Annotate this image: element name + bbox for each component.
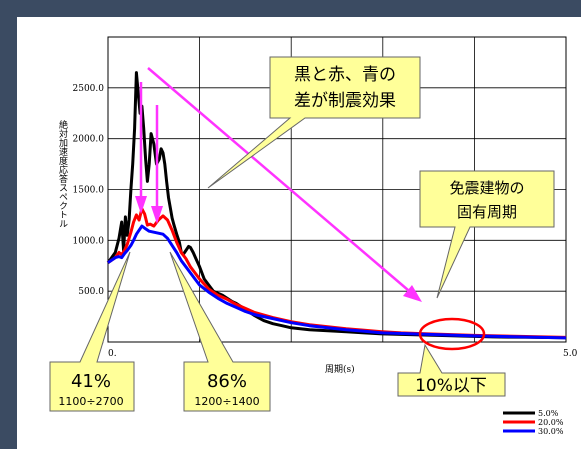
upper-callout: 黒と赤、青の 差が制震効果: [207, 56, 421, 189]
upper-callout-line2: 差が制震効果: [294, 91, 396, 111]
right-callout-line1: 免震建物の: [449, 179, 524, 197]
box-41-main: 41%: [71, 371, 111, 392]
legend-label: 5.0%: [538, 409, 559, 418]
y-tick-label: 2000.0: [73, 135, 105, 145]
box-86: 86% 1200÷1400: [169, 251, 271, 412]
box-10-shape: [397, 343, 506, 397]
y-tick-label: 500.0: [78, 287, 104, 297]
box-10: 10%以下: [397, 343, 506, 397]
box-10-main: 10%以下: [415, 376, 487, 396]
series-lines: [106, 71, 567, 340]
arrow-86-head: [151, 206, 163, 224]
y-tick-label: 1500.0: [73, 186, 105, 196]
right-callout: 免震建物の 固有周期: [419, 170, 555, 299]
right-callout-line2: 固有周期: [457, 203, 517, 221]
period-ellipse: [418, 317, 486, 351]
legend-label: 30.0%: [538, 427, 564, 436]
box-41-sub: 1100÷2700: [58, 395, 123, 408]
y-axis-label: 絶対加速度応答スペクトル: [57, 119, 68, 228]
box-86-main: 86%: [207, 371, 247, 392]
box-41: 41% 1100÷2700: [49, 251, 135, 412]
y-tick-label: 2500.0: [73, 84, 105, 94]
y-tick-label: 1000.0: [73, 236, 105, 246]
upper-callout-shape: [207, 56, 421, 189]
upper-callout-line1: 黒と赤、青の: [294, 65, 396, 85]
right-callout-shape: [419, 170, 555, 299]
arrow-41-head: [135, 196, 147, 214]
x-tick-label-5: 5.0: [563, 349, 578, 359]
box-41-shape: [49, 251, 135, 412]
legend-label: 20.0%: [538, 418, 564, 427]
x-tick-label-0: 0.: [108, 349, 117, 359]
arrow-diagonal-line: [147, 67, 409, 291]
arrow-diagonal-head: [403, 285, 422, 302]
annotation-arrows: [135, 67, 422, 302]
series-line-30.0%: [107, 224, 567, 340]
x-axis-label: 周期(s): [325, 364, 355, 375]
box-86-shape: [169, 251, 271, 412]
series-line-5.0%: [106, 71, 567, 340]
legend: 5.0%20.0%30.0%: [503, 409, 564, 436]
box-86-sub: 1200÷1400: [194, 395, 259, 408]
